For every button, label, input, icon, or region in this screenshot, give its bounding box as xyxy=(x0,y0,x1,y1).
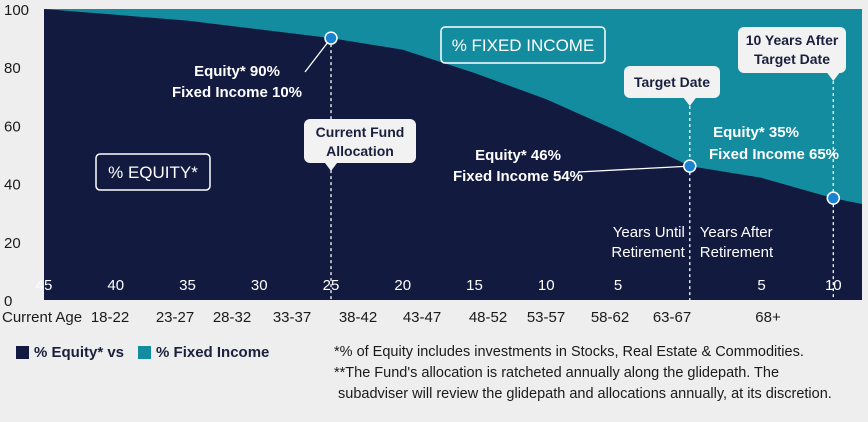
years-label: 20 xyxy=(394,277,411,294)
callout-text: Allocation xyxy=(326,143,394,159)
years-label: 5 xyxy=(614,277,622,294)
glidepath-chart-svg: 100 80 60 40 20 0 % FIXED INCOME % EQUITY* 45 40 3… xyxy=(2,2,862,326)
age-group-label: 58-62 xyxy=(591,309,629,326)
y-tick-label: 20 xyxy=(4,235,21,252)
years-label: 35 xyxy=(179,277,196,294)
callout-box xyxy=(624,66,720,98)
y-tick-label: 60 xyxy=(4,118,21,135)
years-label: 45 xyxy=(36,277,53,294)
callout-text: Current Fund xyxy=(316,124,405,140)
years-until-text: Retirement xyxy=(611,244,685,261)
callout-box xyxy=(738,27,846,73)
legend-fixed-label: % Fixed Income xyxy=(156,344,270,361)
age-group-label: 43-47 xyxy=(403,309,441,326)
legend: % Equity* vs % Fixed Income xyxy=(16,344,283,361)
years-after-text: Years After xyxy=(700,224,773,241)
chart-footer: % Equity* vs % Fixed Income *% of Equity… xyxy=(0,336,868,422)
marker-point xyxy=(826,191,841,205)
footnote-1: *% of Equity includes investments in Sto… xyxy=(334,344,804,360)
footnote-2: **The Fund's allocation is ratcheted ann… xyxy=(334,365,780,381)
marker-label-fixed: Fixed Income 65% xyxy=(709,146,839,163)
callout-pointer xyxy=(827,73,840,81)
equity-area xyxy=(44,9,862,300)
marker-leader-line xyxy=(304,37,332,73)
age-group-label: 23-27 xyxy=(156,309,194,326)
y-tick-label: 80 xyxy=(4,60,21,77)
fixed-income-label: % FIXED INCOME xyxy=(452,36,595,55)
legend-equity-label: % Equity* vs xyxy=(34,344,125,361)
years-label: 30 xyxy=(251,277,268,294)
marker-label-fixed: Fixed Income 10% xyxy=(172,84,302,101)
age-group-label: 18-22 xyxy=(91,309,129,326)
y-tick-label: 100 xyxy=(4,2,29,19)
footnotes: *% of Equity includes investments in Sto… xyxy=(334,342,864,405)
marker-point xyxy=(324,31,338,45)
years-label: 10 xyxy=(825,277,842,294)
y-tick-label: 0 xyxy=(4,293,12,310)
age-group-label: 48-52 xyxy=(469,309,507,326)
marker-label-equity: Equity* 35% xyxy=(713,124,799,141)
years-label: 15 xyxy=(466,277,483,294)
marker-label-fixed: Fixed Income 54% xyxy=(453,168,583,185)
y-tick-label: 40 xyxy=(4,177,21,194)
age-group-label: 33-37 xyxy=(273,309,311,326)
years-label: 5 xyxy=(757,277,765,294)
callout-text: Target Date xyxy=(754,51,830,67)
age-group-label: 53-57 xyxy=(527,309,565,326)
years-label: 10 xyxy=(538,277,555,294)
callout-text: 10 Years After xyxy=(746,32,839,48)
years-after-text: Retirement xyxy=(700,244,774,261)
callout-text: Target Date xyxy=(634,74,710,90)
age-group-label: 38-42 xyxy=(339,309,377,326)
marker-label-equity: Equity* 46% xyxy=(475,147,561,164)
age-group-label: 68+ xyxy=(755,309,781,326)
equity-label-box xyxy=(95,153,211,191)
equity-label: % EQUITY* xyxy=(108,163,198,182)
callout-pointer xyxy=(683,98,696,106)
years-label: 40 xyxy=(107,277,124,294)
legend-fixed-swatch xyxy=(138,346,152,359)
marker-label-equity: Equity* 90% xyxy=(194,63,280,80)
age-group-label: 28-32 xyxy=(213,309,251,326)
years-until-text: Years Until xyxy=(613,224,685,241)
legend-equity-swatch xyxy=(16,346,29,359)
fixed-income-label-box xyxy=(440,26,606,64)
marker-leader-line xyxy=(577,165,690,173)
footnote-3: subadviser will review the glidepath and… xyxy=(338,386,832,402)
x-axis-title: Current Age xyxy=(2,309,82,326)
age-group-label: 63-67 xyxy=(653,309,691,326)
callout-box xyxy=(304,119,416,163)
callout-pointer xyxy=(325,163,338,171)
marker-point xyxy=(683,159,697,173)
